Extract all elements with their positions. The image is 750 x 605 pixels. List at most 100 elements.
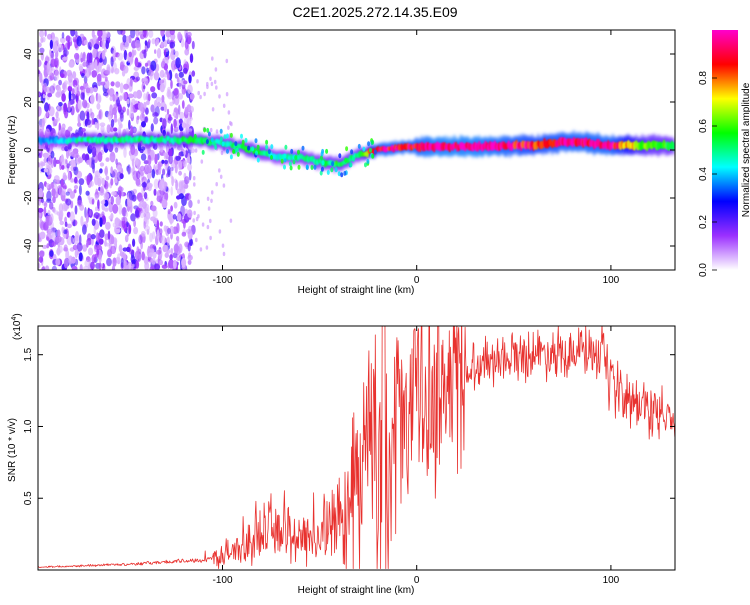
noise-speck [125, 211, 129, 218]
noise-speck [114, 177, 118, 184]
noise-speck [46, 236, 50, 241]
noise-speck [140, 153, 147, 161]
noise-speck [135, 157, 139, 165]
noise-speck [188, 170, 192, 181]
noise-speck [105, 157, 110, 162]
noise-speck [57, 43, 64, 53]
noise-speck [49, 250, 54, 257]
noise-speck [126, 246, 131, 253]
noise-speck [38, 59, 42, 67]
ridge-speck [369, 147, 372, 153]
noise-speck [209, 218, 212, 224]
noise-speck [43, 82, 48, 93]
noise-speck [64, 216, 67, 223]
noise-speck [110, 118, 115, 128]
noise-speck [167, 91, 174, 100]
noise-speck [169, 101, 174, 107]
noise-speck [168, 154, 173, 165]
noise-speck [47, 33, 53, 40]
noise-speck [174, 87, 180, 99]
ridge-speck [267, 149, 271, 155]
noise-speck [117, 164, 122, 172]
noise-speck [71, 88, 75, 95]
ridge-speck [283, 153, 287, 159]
noise-speck [95, 232, 99, 243]
colorbar-tick-label: 0.8 [698, 71, 709, 85]
noise-speck [118, 109, 125, 115]
noise-speck [160, 30, 165, 37]
noise-speck [44, 30, 47, 37]
ridge-speck [219, 128, 223, 134]
noise-speck [81, 128, 86, 132]
noise-speck [184, 106, 189, 115]
noise-speck [110, 196, 114, 205]
noise-speck [39, 72, 43, 83]
noise-speck [150, 200, 154, 207]
ridge-speck [254, 138, 258, 144]
ridge-speck [334, 167, 338, 173]
noise-speck [79, 85, 84, 91]
noise-speck [136, 89, 143, 99]
ridge-speck [330, 167, 334, 173]
ridge-speck [343, 170, 347, 176]
noise-speck [61, 93, 66, 102]
noise-speck [110, 235, 115, 245]
noise-speck [189, 93, 195, 100]
snr-x-label: Height of straight line (km) [298, 585, 415, 596]
x-tick-label: 100 [603, 275, 620, 286]
ridge-speck [351, 156, 355, 162]
noise-speck [187, 209, 193, 218]
noise-speck [116, 171, 122, 182]
spectrogram-y-ticks: -40 -20 0 20 40 [23, 48, 675, 253]
noise-speck [150, 123, 154, 132]
noise-speck [143, 93, 147, 101]
noise-speck [108, 88, 115, 97]
noise-speck [131, 49, 135, 58]
noise-speck [46, 198, 52, 203]
noise-speck [126, 98, 130, 105]
noise-speck [136, 170, 141, 179]
noise-speck [139, 210, 145, 219]
spectrogram-x-ticks: -100 0 100 [212, 30, 620, 286]
noise-speck [153, 178, 159, 189]
noise-speck [161, 60, 166, 68]
ridge-speck [219, 136, 223, 142]
noise-speck [76, 170, 83, 179]
noise-speck [132, 165, 135, 176]
noise-speck [179, 111, 185, 120]
noise-speck [132, 91, 138, 99]
noise-speck [184, 176, 190, 185]
ridge-speck [357, 143, 361, 149]
x-tick-label: 0 [414, 275, 420, 286]
noise-speck [130, 77, 133, 87]
noise-speck [211, 107, 215, 112]
noise-speck [188, 116, 193, 121]
noise-speck [97, 30, 103, 38]
noise-speck [78, 184, 82, 196]
noise-speck [68, 71, 72, 78]
noise-speck [186, 123, 189, 128]
noise-speck [100, 81, 106, 86]
noise-speck [178, 243, 183, 254]
ridge-speck [270, 144, 274, 150]
noise-speck [106, 124, 111, 133]
noise-speck [117, 30, 123, 35]
noise-speck [199, 247, 203, 252]
noise-speck [189, 105, 195, 113]
noise-speck [170, 79, 173, 89]
noise-speck [99, 57, 103, 63]
noise-speck [140, 230, 146, 237]
noise-speck [221, 243, 225, 248]
noise-speck [99, 162, 105, 167]
noise-speck [46, 61, 51, 70]
noise-speck [55, 235, 62, 243]
noise-speck [43, 168, 49, 173]
noise-speck [55, 159, 60, 164]
noise-speck [78, 178, 85, 186]
noise-speck [181, 231, 187, 237]
noise-speck [178, 118, 183, 125]
noise-speck [50, 150, 55, 159]
noise-speck [38, 42, 42, 48]
noise-speck [65, 249, 70, 261]
noise-speck [146, 100, 150, 106]
